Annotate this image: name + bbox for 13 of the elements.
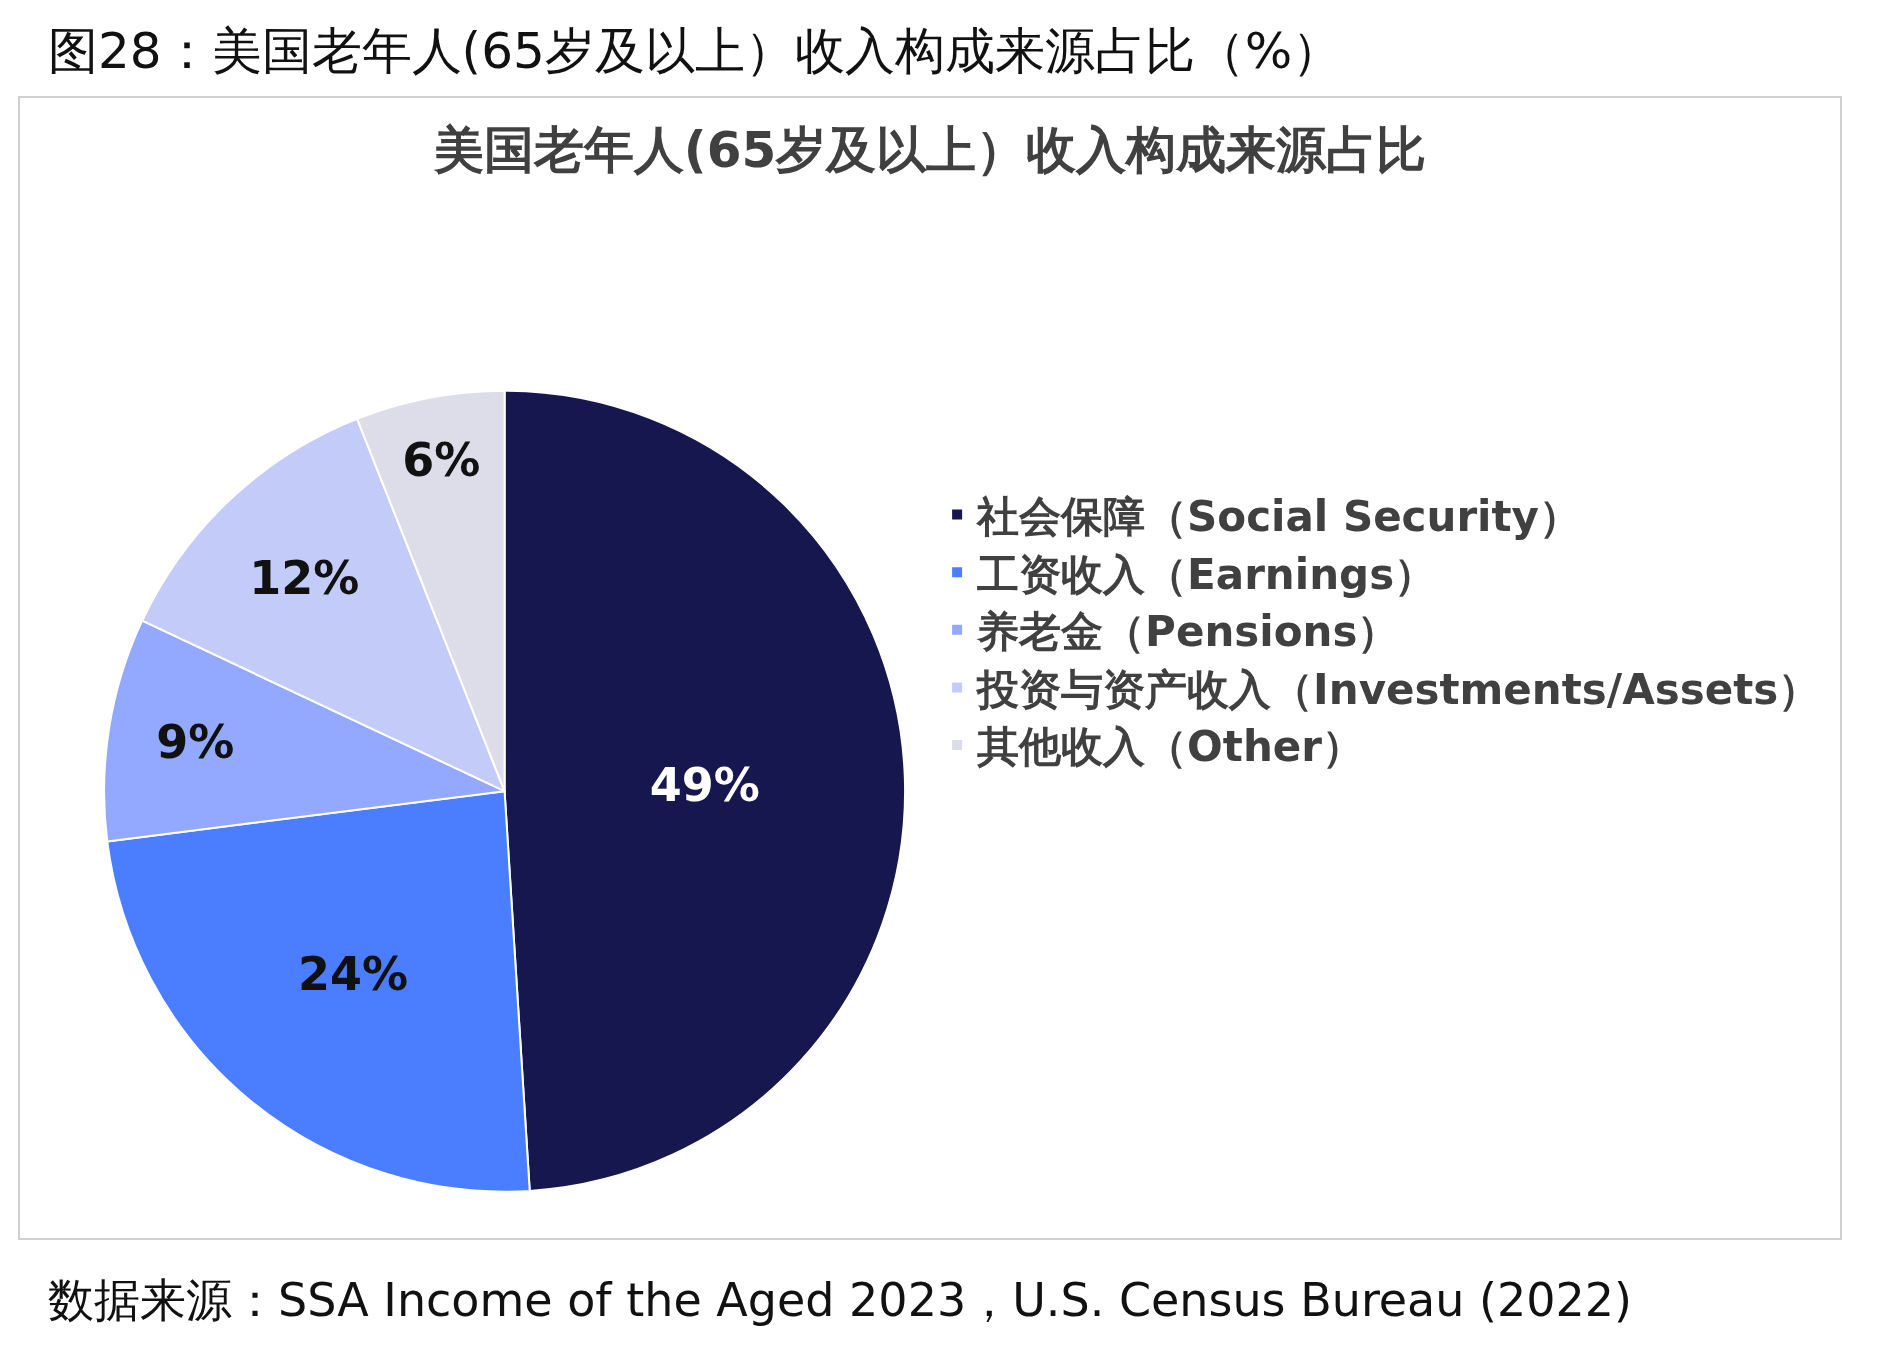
legend-label: 投资与资产收入（Investments/Assets） — [975, 664, 1821, 714]
data-label: 12% — [249, 550, 360, 605]
legend-label: 养老金（Pensions） — [976, 607, 1400, 657]
chart-title: 图28：美国老年人(65岁及以上）收入构成来源占比（%） — [48, 21, 1343, 82]
data-label: 49% — [649, 757, 760, 812]
source-note: 数据来源：SSA Income of the Aged 2023，U.S. Census Bureau (2022) — [48, 1272, 1633, 1329]
chart-subtitle: 美国老年人(65岁及以上）收入构成来源占比 — [432, 121, 1427, 180]
data-label: 9% — [156, 715, 235, 770]
legend-label: 社会保障（Social Security） — [975, 491, 1581, 541]
legend-label: 工资收入（Earnings） — [976, 549, 1437, 599]
legend-label: 其他收入（Other） — [976, 722, 1365, 772]
data-label: 24% — [297, 947, 409, 1002]
data-label: 6% — [402, 432, 481, 487]
